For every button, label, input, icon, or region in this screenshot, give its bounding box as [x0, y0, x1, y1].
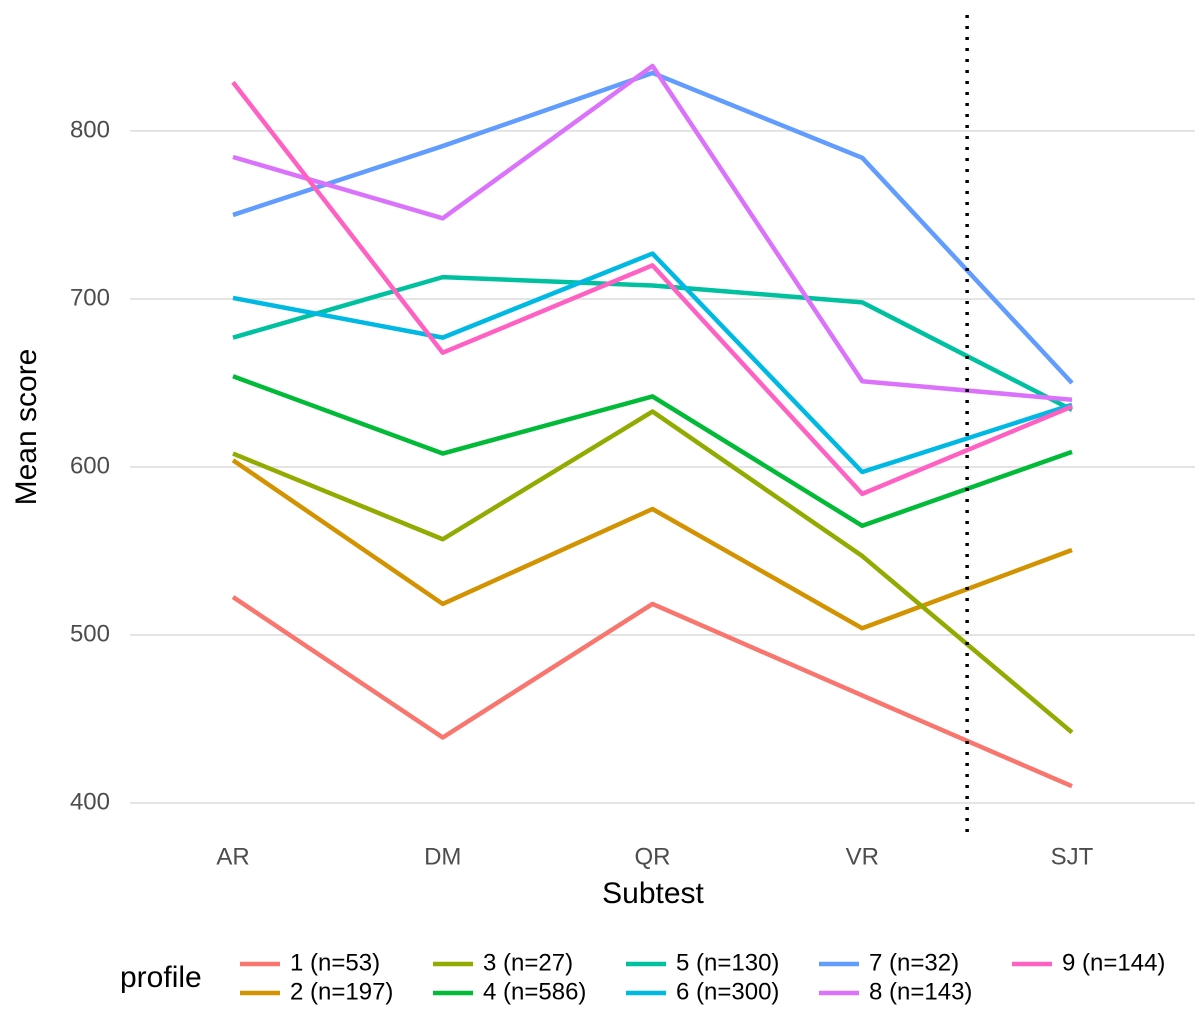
- x-tick-label: VR: [846, 843, 879, 870]
- series-line: [232, 409, 1074, 735]
- legend-label: 8 (n=143): [869, 978, 972, 1005]
- y-tick-label: 500: [70, 620, 110, 647]
- legend-label: 5 (n=130): [676, 949, 779, 976]
- series-line: [231, 595, 1073, 789]
- x-axis-title: Subtest: [602, 877, 704, 910]
- legend-label: 2 (n=197): [290, 978, 393, 1005]
- x-tick-label: SJT: [1051, 843, 1094, 870]
- series-line: [232, 274, 1074, 412]
- legend-label: 4 (n=586): [483, 978, 586, 1005]
- x-tick-label: DM: [424, 843, 461, 870]
- series-line: [231, 80, 1073, 497]
- y-tick-label: 700: [70, 284, 110, 311]
- legend-label: 9 (n=144): [1062, 949, 1165, 976]
- legend-label: 3 (n=27): [483, 949, 573, 976]
- series-line: [232, 251, 1073, 475]
- series-line: [232, 63, 1073, 403]
- legend-title: profile: [120, 961, 202, 994]
- y-tick-label: 400: [70, 788, 110, 815]
- legend-label: 7 (n=32): [869, 949, 959, 976]
- series-line: [232, 70, 1074, 385]
- y-axis-title: Mean score: [10, 349, 43, 506]
- y-tick-label: 600: [70, 452, 110, 479]
- series-line: [231, 458, 1073, 631]
- x-tick-label: AR: [216, 843, 249, 870]
- series-line: [232, 374, 1073, 529]
- x-tick-label: QR: [635, 843, 671, 870]
- legend-label: 1 (n=53): [290, 949, 380, 976]
- legend-label: 6 (n=300): [676, 978, 779, 1005]
- y-tick-label: 800: [70, 116, 110, 143]
